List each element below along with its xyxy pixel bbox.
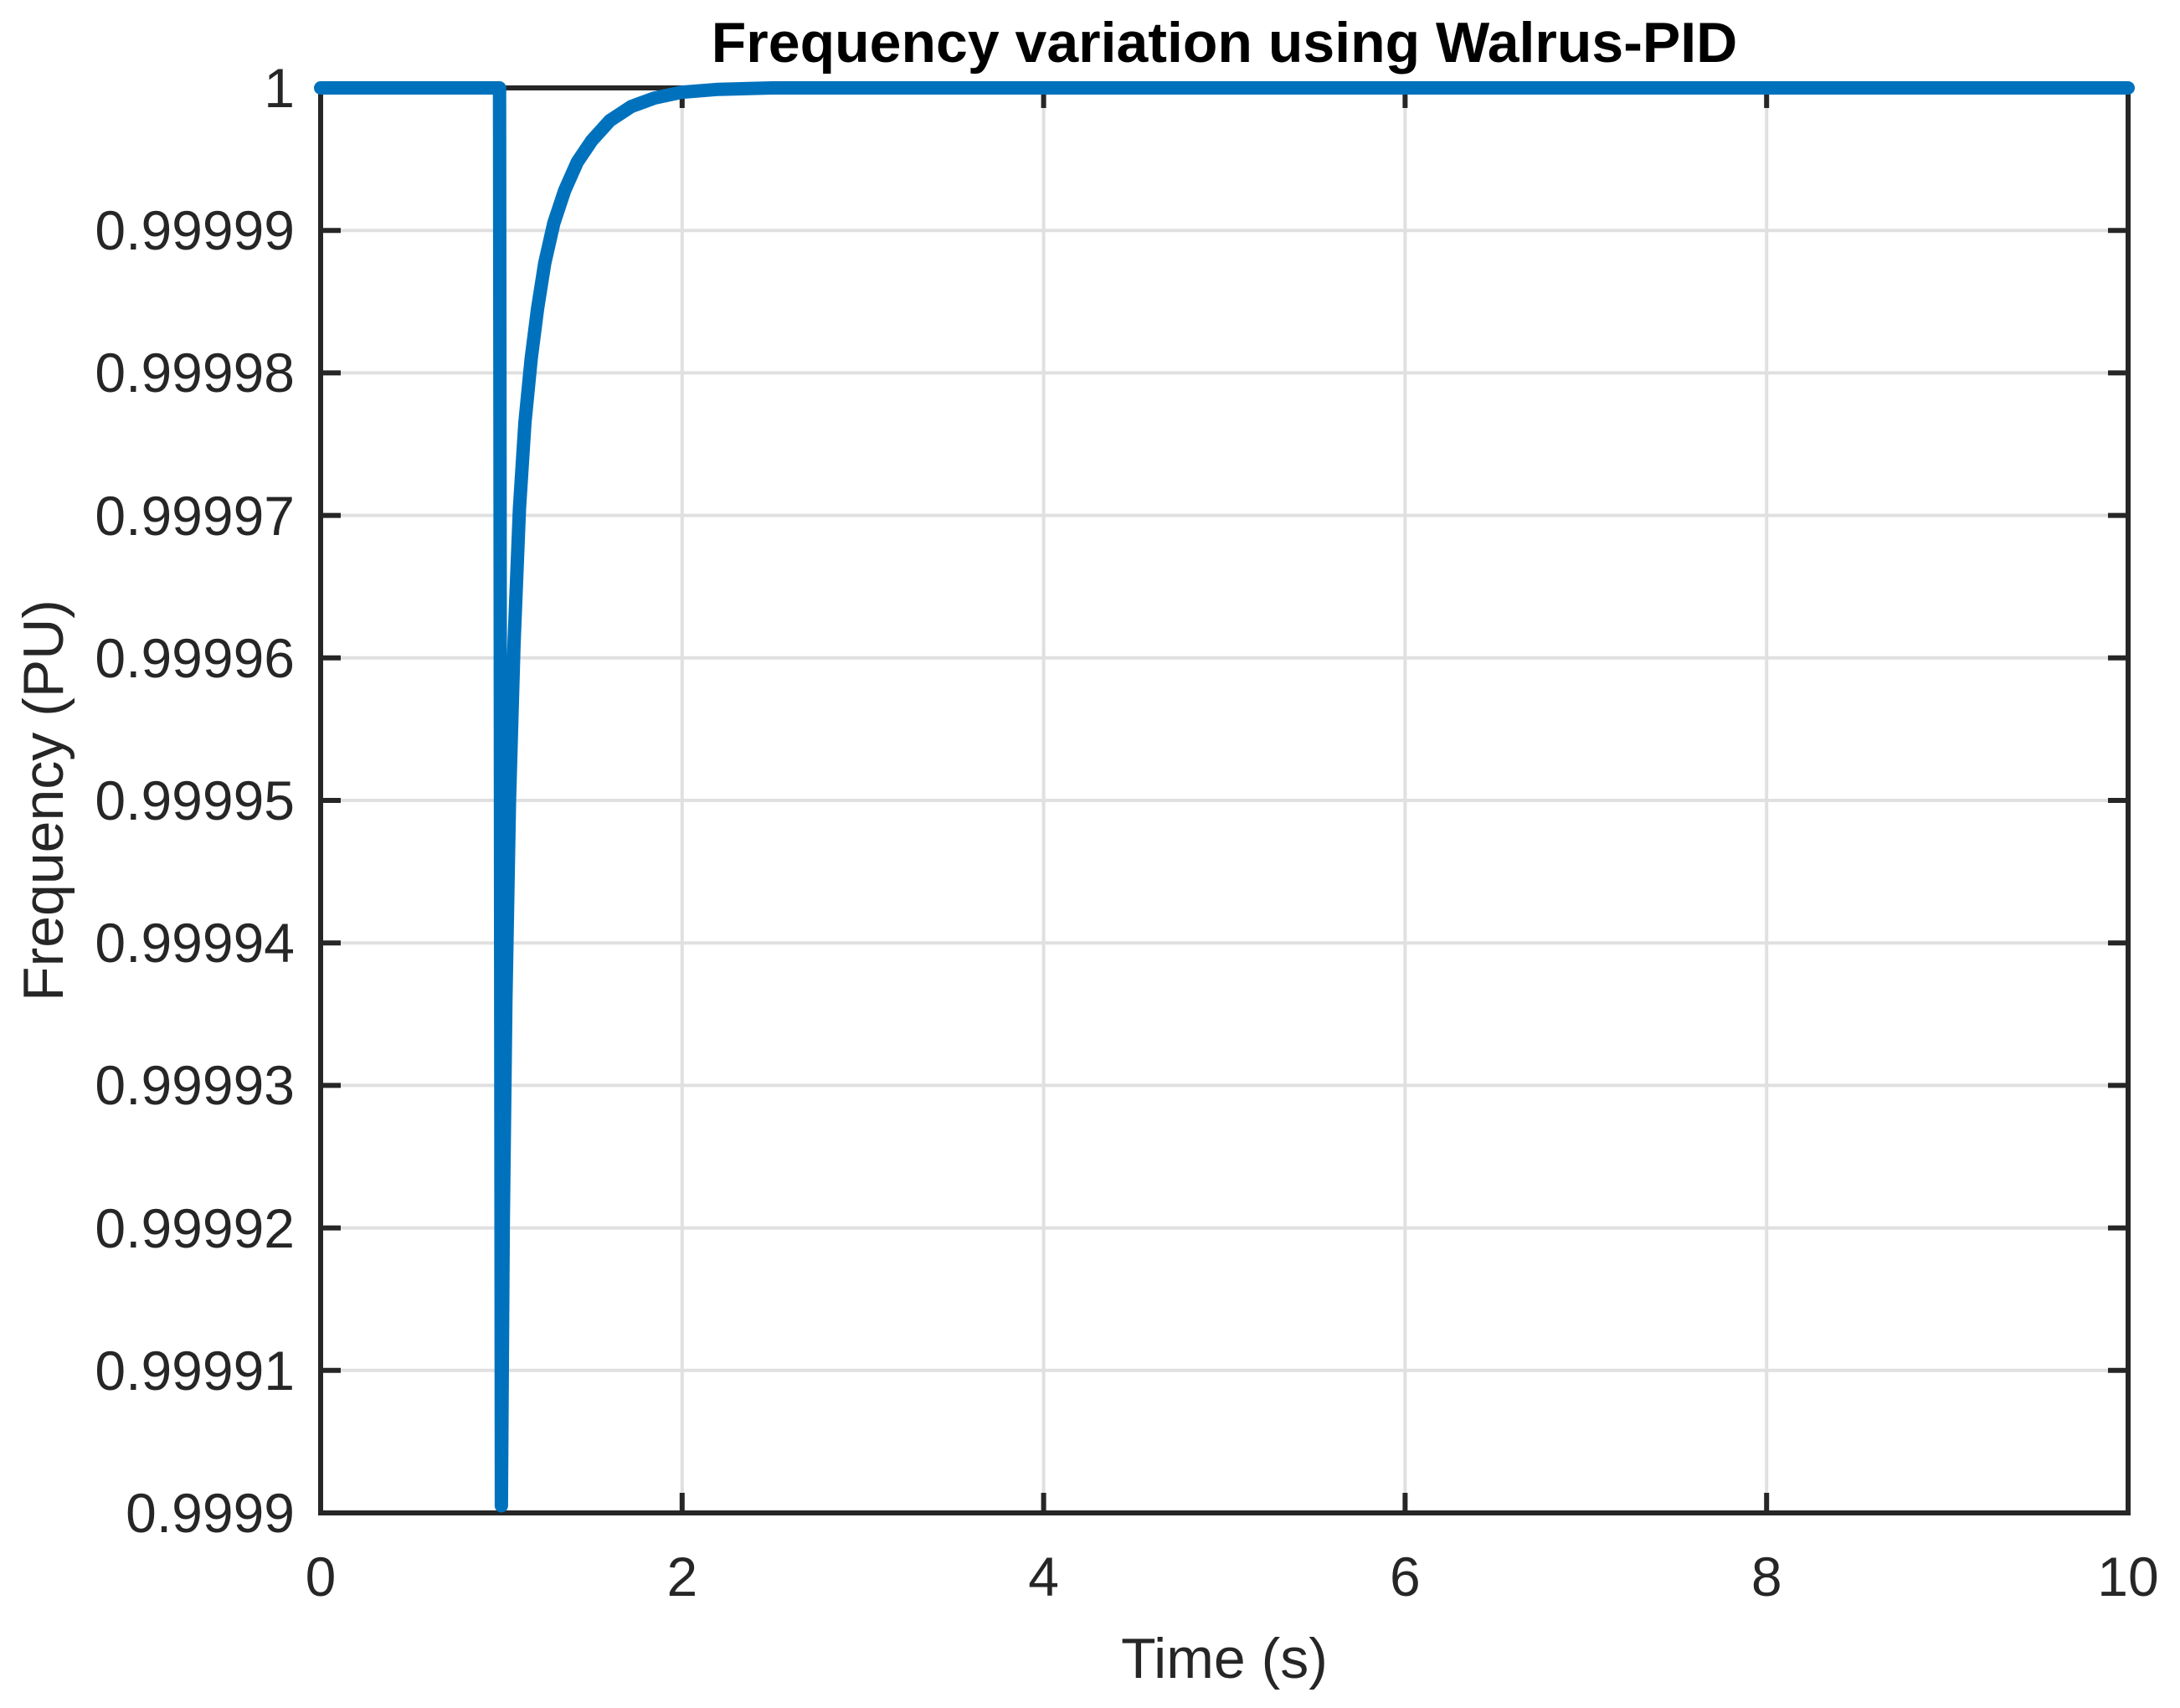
x-tick-label: 0 (305, 1546, 337, 1608)
x-tick-label: 10 (2097, 1546, 2159, 1608)
y-tick-label: 0.99994 (95, 912, 295, 975)
y-tick-label: 0.99999 (95, 199, 295, 262)
x-tick-label: 6 (1390, 1546, 1421, 1608)
y-tick-label: 0.9999 (126, 1482, 295, 1544)
y-tick-label: 0.99993 (95, 1054, 295, 1117)
y-tick-label: 0.99995 (95, 769, 295, 831)
y-tick-label: 0.99996 (95, 626, 295, 689)
y-tick-label: 0.99997 (95, 484, 295, 547)
y-tick-label: 0.99991 (95, 1339, 295, 1402)
x-tick-label: 8 (1751, 1546, 1782, 1608)
y-tick-label: 0.99998 (95, 342, 295, 404)
y-tick-label: 0.99992 (95, 1196, 295, 1259)
x-axis-label: Time (s) (1121, 1627, 1328, 1690)
y-tick-label: 1 (264, 57, 295, 119)
series-line-frequency (314, 81, 2135, 1513)
chart-title: Frequency variation using Walrus-PID (711, 11, 1738, 75)
x-tick-label: 2 (666, 1546, 698, 1608)
x-tick-label: 4 (1028, 1546, 1059, 1608)
